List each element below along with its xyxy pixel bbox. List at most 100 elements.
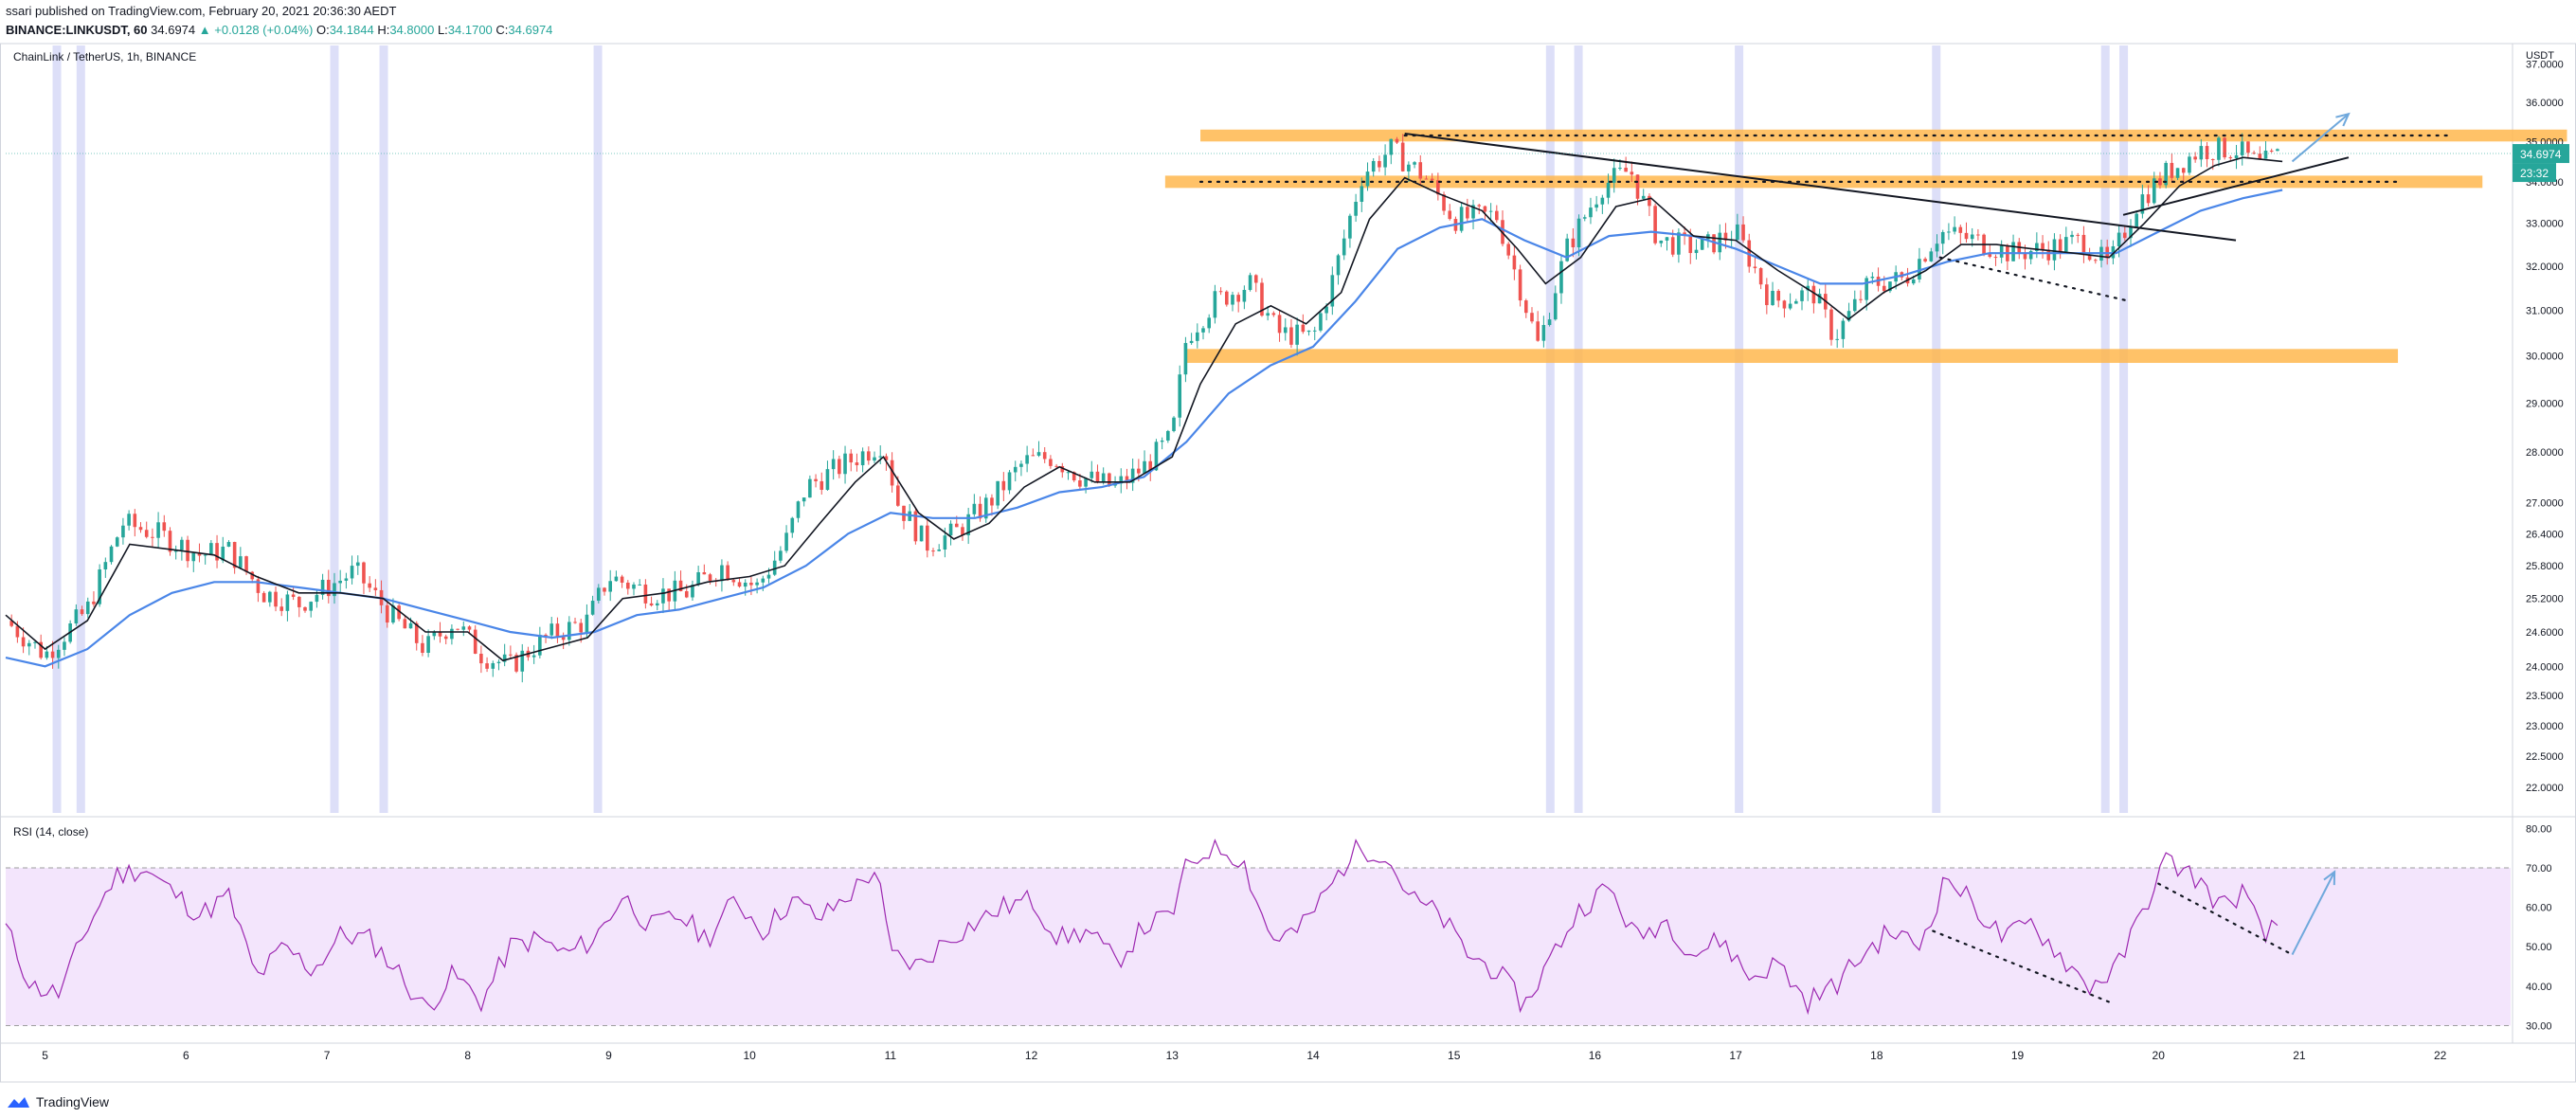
candle-body: [1001, 480, 1006, 491]
time-tick-label: 13: [1166, 1049, 1180, 1062]
candle-body: [743, 582, 748, 587]
candle-body: [1312, 330, 1317, 332]
candle-body: [355, 562, 360, 567]
session-band: [1932, 45, 1941, 813]
candle-body: [814, 478, 818, 481]
candle-body: [555, 623, 560, 638]
candle-body: [1360, 186, 1364, 202]
time-tick-label: 22: [2434, 1049, 2447, 1062]
candle-body: [1348, 215, 1352, 239]
candle-body: [1130, 468, 1135, 483]
candle-body: [896, 485, 900, 506]
candle-body: [1054, 465, 1058, 467]
candle-body: [1283, 327, 1288, 334]
rsi-line: [5, 838, 2279, 1016]
candle-body: [1236, 295, 1240, 302]
candle-body: [1154, 442, 1159, 471]
price-tick-label: 37.0000: [2526, 60, 2564, 71]
candle-body: [1442, 194, 1446, 211]
candle-body: [1253, 275, 1258, 283]
candle-body: [232, 542, 237, 568]
candle-body: [74, 609, 79, 624]
candle-body: [961, 527, 964, 535]
candle-body: [808, 478, 812, 498]
candle-body: [608, 581, 612, 592]
candle-body: [1248, 275, 1252, 291]
candle-body: [1835, 338, 1839, 340]
session-band: [379, 45, 388, 813]
candle-body: [603, 587, 606, 592]
candle-body: [320, 579, 325, 595]
session-band: [1545, 45, 1555, 813]
candle-body: [691, 585, 694, 598]
candle-body: [1477, 205, 1482, 207]
candle-body: [256, 579, 261, 593]
time-tick-label: 6: [183, 1049, 189, 1062]
candle-body: [825, 469, 830, 490]
candle-body: [878, 456, 883, 458]
candle-body: [203, 554, 207, 556]
candle-body: [761, 578, 766, 583]
candle-body: [790, 517, 795, 533]
candle-body: [2076, 234, 2081, 236]
candle-body: [1565, 238, 1569, 261]
candle-body: [1758, 268, 1763, 285]
candle-body: [1618, 168, 1622, 170]
candle-body: [39, 641, 43, 658]
candle-body: [2087, 255, 2092, 261]
candle-body: [1953, 226, 1956, 232]
price-change: ▲ +0.0128 (+0.04%): [198, 23, 314, 37]
session-band: [1574, 45, 1583, 813]
candle-body: [443, 636, 448, 640]
price-tick-label: 23.5000: [2526, 691, 2564, 702]
candle-body: [1371, 160, 1376, 172]
candle-body: [2064, 237, 2068, 252]
rsi-tick-label: 30.00: [2526, 1021, 2552, 1033]
candle-body: [1993, 257, 1998, 259]
price-tick-label: 31.0000: [2526, 306, 2564, 317]
trendline: [2122, 156, 2350, 216]
candle-body: [1007, 472, 1012, 491]
candle-body: [502, 654, 507, 662]
candle-body: [385, 604, 389, 623]
publish-line: ssari published on TradingView.com, Febr…: [6, 4, 397, 18]
candle-body: [85, 601, 90, 615]
session-band: [593, 45, 603, 813]
chart-title: ChainLink / TetherUS, 1h, BINANCE: [13, 50, 196, 63]
candle-body: [2129, 226, 2133, 239]
candle-body: [925, 525, 929, 551]
price-tick-label: 27.0000: [2526, 497, 2564, 509]
high-value: H:34.8000: [377, 23, 435, 37]
rsi-dotted-trendline: [1932, 929, 2111, 1003]
candle-body: [1589, 207, 1593, 218]
time-tick-label: 12: [1025, 1049, 1038, 1062]
candle-body: [1553, 293, 1558, 320]
session-band: [2119, 45, 2129, 813]
candle-body: [1870, 277, 1875, 279]
candle-body: [1031, 455, 1036, 457]
candle-body: [2210, 159, 2215, 161]
candle-body: [766, 574, 771, 579]
time-tick-label: 17: [1729, 1049, 1742, 1062]
candle-body: [450, 628, 454, 640]
candle-body: [796, 501, 801, 518]
candle-body: [1964, 232, 1969, 240]
time-tick-label: 15: [1448, 1049, 1461, 1062]
candle-body: [1201, 328, 1205, 333]
candle-body: [667, 588, 671, 602]
price-tick-label: 23.0000: [2526, 721, 2564, 732]
candle-body: [1148, 460, 1153, 471]
candle-body: [138, 527, 143, 531]
candle-body: [1301, 324, 1306, 333]
candle-body: [1523, 300, 1528, 314]
candle-body: [2188, 156, 2191, 173]
candle-body: [1466, 207, 1469, 219]
candle-body: [1242, 290, 1247, 302]
candle-body: [1407, 164, 1411, 171]
candle-body: [1665, 237, 1669, 241]
candle-body: [1541, 325, 1546, 341]
candle-body: [544, 634, 548, 636]
candle-body: [1841, 320, 1846, 339]
candle-body: [1771, 290, 1774, 306]
